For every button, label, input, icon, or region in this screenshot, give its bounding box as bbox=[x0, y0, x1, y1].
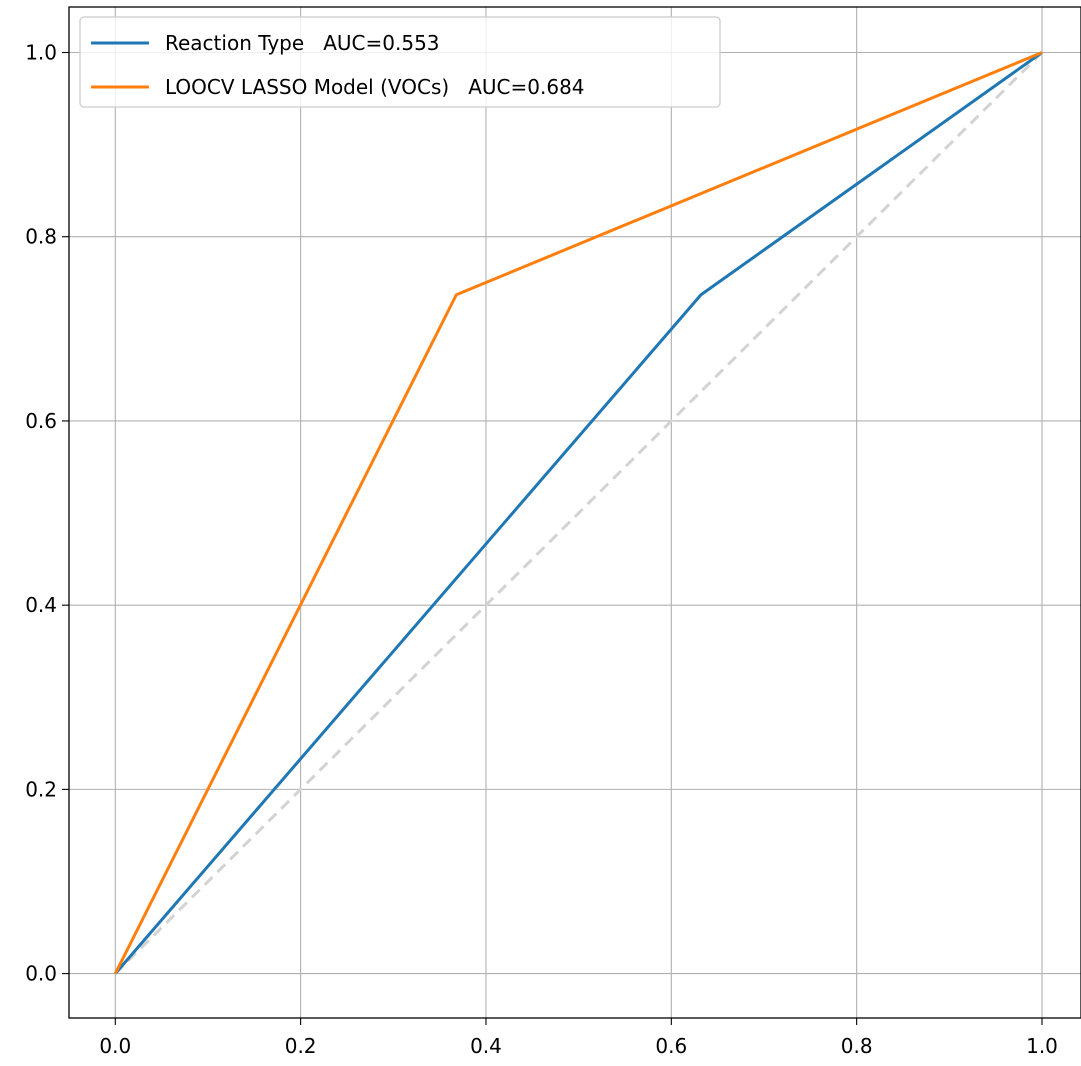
y-tick-label: 0.8 bbox=[25, 225, 57, 249]
axes-frame bbox=[68, 6, 1081, 1019]
x-tick-label: 0.8 bbox=[841, 1034, 873, 1058]
x-tick-label: 0.6 bbox=[655, 1034, 687, 1058]
legend-label-reaction-type: Reaction Type AUC=0.553 bbox=[165, 31, 440, 55]
y-tick-label: 0.2 bbox=[25, 777, 57, 801]
legend-box bbox=[79, 16, 721, 108]
y-tick-label: 0.0 bbox=[25, 962, 57, 986]
series-line-loocv-lasso bbox=[113, 51, 1043, 975]
y-tick-label: 0.6 bbox=[25, 409, 57, 433]
axis-ticks: 0.0 0.2 0.4 0.6 0.8 1.0 0.0 0.2 0.4 0.6 0.8 1.0 bbox=[25, 41, 1058, 1059]
legend-label-loocv-lasso: LOOCV LASSO Model (VOCs) AUC=0.684 bbox=[165, 75, 585, 99]
x-tick-label: 1.0 bbox=[1026, 1034, 1058, 1058]
y-tick-label: 0.4 bbox=[25, 593, 57, 617]
x-tick-label: 0.2 bbox=[285, 1034, 317, 1058]
series-line-reaction-type bbox=[114, 51, 1043, 975]
y-tick-label: 1.0 bbox=[25, 41, 57, 65]
legend: Reaction Type AUC=0.553 LOOCV LASSO Mode… bbox=[79, 16, 721, 108]
plot-area bbox=[113, 51, 1044, 975]
x-tick-label: 0.0 bbox=[99, 1034, 131, 1058]
x-tick-label: 0.4 bbox=[470, 1034, 502, 1058]
chance-diagonal-line bbox=[114, 51, 1044, 975]
